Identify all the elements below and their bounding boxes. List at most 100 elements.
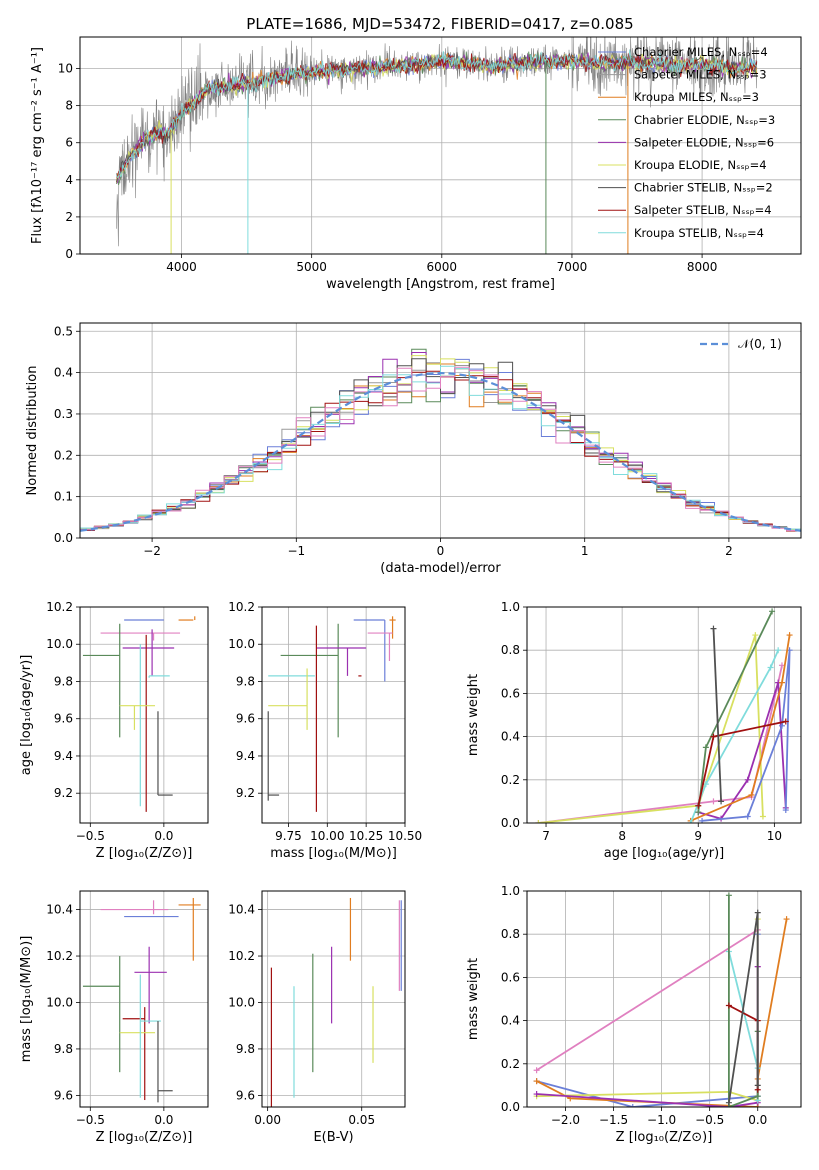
y-tick-label: 2 — [65, 210, 73, 224]
y-tick-label: 10.0 — [46, 637, 73, 651]
chart-residuals: −2 −1 0 1 2 0.0 0.1 0.2 0.3 0.4 0.5 (data-model)/er… — [25, 322, 802, 576]
plot-area — [115, 37, 758, 254]
legend-label: 𝒩(0, 1) — [738, 337, 782, 351]
y-tick-label: 0.6 — [501, 686, 520, 700]
histogram-step — [80, 355, 801, 531]
y-tick-label: 9.8 — [54, 1042, 73, 1056]
x-axis-label: Z [log₁₀(Z/Z⊙)] — [616, 1130, 713, 1145]
y-tick-label: 9.8 — [54, 674, 73, 688]
legend-label: Salpeter ELODIE, Nₛₛₚ=6 — [634, 135, 774, 149]
y-tick-label: 1.0 — [501, 884, 520, 898]
y-tick-label: 10.0 — [228, 995, 255, 1009]
series-marker — [752, 632, 759, 639]
y-tick-label: 9.8 — [236, 674, 255, 688]
plot-area — [82, 897, 201, 1103]
series-marker — [754, 909, 761, 916]
y-tick-label: 9.4 — [54, 749, 73, 763]
axes-frame — [79, 322, 802, 539]
x-axis-label: age [log₁₀(age/yr)] — [604, 846, 725, 861]
series-marker — [754, 1093, 761, 1100]
series-line — [538, 634, 764, 823]
axes-frame — [261, 890, 406, 1108]
chart-mass-vs-Z: −0.5 0.0 9.6 9.8 10.0 10.2 10.4 Z [log₁₀(Z/Z⊙)]… — [19, 890, 209, 1145]
y-tick-label: 9.6 — [54, 712, 73, 726]
series-marker — [535, 820, 542, 823]
x-tick-label: 4000 — [166, 260, 197, 274]
y-axis-label: Flux [fλ10⁻¹⁷ erg cm⁻² s⁻¹ A⁻¹] — [30, 47, 45, 244]
series-marker — [744, 776, 751, 783]
errorbar-point — [100, 900, 169, 915]
series-marker — [725, 1002, 732, 1009]
gridlines — [80, 891, 208, 1107]
y-tick-label: 0.3 — [54, 407, 73, 421]
series-marker — [710, 625, 717, 632]
x-axis-label: Z [log₁₀(Z/Z⊙)] — [96, 846, 193, 861]
series-line — [712, 628, 722, 802]
x-tick-label: −0.5 — [695, 1113, 724, 1127]
y-tick-label: 0.2 — [54, 448, 73, 462]
series-marker — [769, 608, 776, 615]
x-tick-label: 6000 — [427, 260, 458, 274]
y-tick-label: 10.0 — [228, 637, 255, 651]
legend-label: Salpeter STELIB, Nₛₛₚ=4 — [634, 203, 772, 217]
x-tick-label: 0.0 — [154, 1113, 173, 1127]
series-marker — [533, 1091, 540, 1098]
plot-area — [535, 608, 793, 823]
y-tick-label: 6 — [65, 136, 73, 150]
plot-area — [270, 897, 402, 1107]
plot-area — [82, 616, 196, 812]
series-marker — [533, 1078, 540, 1085]
x-axis-label: (data-model)/error — [380, 561, 501, 576]
errorbar-point — [389, 616, 396, 639]
x-tick-label: 7 — [542, 829, 550, 843]
series-marker — [775, 647, 782, 654]
legend-label: Kroupa STELIB, Nₛₛₚ=4 — [634, 226, 764, 240]
legend-label: Chabrier ELODIE, Nₛₛₚ=3 — [634, 113, 775, 127]
x-tick-label: −0.5 — [76, 829, 105, 843]
gridlines — [262, 606, 406, 823]
series-marker — [767, 664, 774, 671]
y-tick-label: 0.0 — [501, 816, 520, 830]
y-axis-label: mass [log₁₀(M/M⊙)] — [19, 936, 34, 1063]
errorbar-point — [316, 647, 367, 676]
series-marker — [725, 1099, 732, 1106]
x-tick-label: 5000 — [296, 260, 327, 274]
x-tick-label: 7000 — [557, 260, 588, 274]
x-axis-label: mass [log₁₀(M/M⊙)] — [270, 846, 397, 861]
chart-age-vs-Z: −0.5 0.0 9.2 9.4 9.6 9.8 10.0 10.2 Z [log₁₀(Z/Z⊙… — [19, 600, 209, 861]
errorbar-point — [148, 675, 170, 678]
y-tick-label: 9.6 — [54, 1088, 73, 1102]
legend-label: Chabrier MILES, Nₛₛₚ=4 — [634, 45, 768, 59]
chart-age-vs-mass: 9.75 10.00 10.25 10.50 9.2 9.4 9.6 9.8 10.0 10.2 m… — [228, 600, 422, 861]
x-tick-label: −2 — [143, 544, 161, 558]
y-tick-label: 9.4 — [236, 749, 255, 763]
y-tick-label: 0.2 — [501, 773, 520, 787]
series-marker — [710, 798, 717, 805]
x-tick-label: 0.0 — [154, 829, 173, 843]
y-tick-label: 0 — [65, 247, 73, 261]
errorbar-point — [82, 623, 121, 738]
series-marker — [782, 718, 789, 725]
x-tick-label: 10.50 — [388, 829, 422, 843]
y-tick-label: 10.4 — [228, 903, 255, 917]
histogram-step — [80, 366, 801, 531]
gridlines — [527, 606, 801, 824]
chart-mass-vs-EBV: 0.00 0.05 9.6 9.8 10.0 10.2 10.4 E(B-V) — [228, 890, 406, 1145]
errorbar-point — [134, 946, 167, 1024]
axes-frame — [526, 890, 802, 1108]
y-tick-label: 0.6 — [501, 970, 520, 984]
errorbar-point — [82, 956, 121, 1073]
gaussian-curve — [80, 371, 801, 532]
series-marker — [783, 916, 790, 923]
series-line — [536, 966, 759, 1107]
errorbar-point — [353, 619, 386, 682]
y-tick-label: 10.2 — [228, 600, 255, 614]
errorbar-point — [157, 1021, 173, 1103]
x-tick-label: 8000 — [687, 260, 718, 274]
series-line — [536, 918, 788, 1107]
series-marker — [695, 802, 702, 809]
gridlines — [80, 606, 208, 823]
series-line — [536, 928, 759, 1072]
axes-frame — [526, 606, 802, 824]
x-tick-label: 9 — [694, 829, 702, 843]
